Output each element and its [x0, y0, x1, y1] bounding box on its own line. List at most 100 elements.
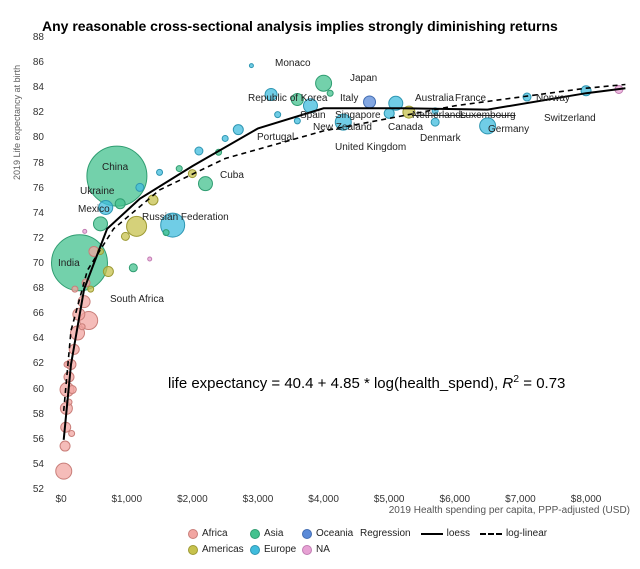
legend-loglinear-label: log-linear: [506, 528, 547, 539]
point-label: Netherlands: [412, 110, 466, 121]
x-tick-label: $7,000: [505, 494, 536, 505]
point-label: India: [58, 258, 80, 269]
data-point: [78, 296, 90, 308]
regression-formula: life expectancy = 40.4 + 4.85 * log(heal…: [168, 373, 565, 392]
legend-swatch: [250, 529, 260, 539]
data-point: [69, 431, 75, 437]
y-tick-label: 84: [20, 82, 44, 93]
point-label: Ukraine: [80, 186, 114, 197]
x-tick-label: $8,000: [571, 494, 602, 505]
data-point: [275, 112, 281, 118]
y-tick-label: 66: [20, 308, 44, 319]
scatter-plot: [0, 0, 640, 569]
data-point: [233, 125, 243, 135]
legend-swatch: [302, 545, 312, 555]
x-tick-label: $5,000: [374, 494, 405, 505]
legend-swatch: [250, 545, 260, 555]
loglinear-curve: [64, 85, 626, 411]
legend-item-na: NA: [302, 544, 330, 555]
legend-swatch: [302, 529, 312, 539]
data-point: [129, 264, 137, 272]
point-label: South Africa: [110, 294, 164, 305]
loglinear-swatch: [480, 533, 502, 535]
data-point: [121, 232, 129, 240]
data-point: [163, 230, 169, 236]
y-tick-label: 80: [20, 132, 44, 143]
point-label: Monaco: [275, 58, 311, 69]
point-label: Japan: [350, 73, 377, 84]
point-label: Singapore: [335, 110, 381, 121]
legend-label: Europe: [264, 544, 296, 555]
legend-label: Oceania: [316, 528, 353, 539]
data-point: [327, 90, 333, 96]
data-point: [316, 75, 332, 91]
legend-label: NA: [316, 544, 330, 555]
data-point: [72, 286, 78, 292]
x-tick-label: $0: [56, 494, 67, 505]
x-tick-label: $6,000: [440, 494, 471, 505]
data-point: [83, 229, 87, 233]
data-point: [157, 169, 163, 175]
data-point: [222, 135, 228, 141]
data-point: [384, 108, 394, 118]
point-label: New Zealand: [313, 122, 372, 133]
y-tick-label: 76: [20, 183, 44, 194]
legend-regression: Regression loess log-linear: [360, 528, 547, 539]
x-tick-label: $4,000: [308, 494, 339, 505]
x-tick-label: $1,000: [111, 494, 142, 505]
data-point: [87, 146, 147, 206]
data-point: [364, 96, 376, 108]
point-label: Australia: [415, 93, 454, 104]
legend-label: Asia: [264, 528, 283, 539]
legend-loess-label: loess: [447, 528, 470, 539]
point-label: Republic of Korea: [248, 93, 328, 104]
point-label: Russian Federation: [142, 212, 229, 223]
y-tick-label: 68: [20, 283, 44, 294]
legend-item-europe: Europe: [250, 544, 296, 555]
y-tick-label: 70: [20, 258, 44, 269]
point-label: Italy: [340, 93, 358, 104]
point-label: Canada: [388, 122, 423, 133]
legend-swatch: [188, 529, 198, 539]
data-point: [60, 441, 70, 451]
data-point: [136, 183, 144, 191]
y-tick-label: 74: [20, 208, 44, 219]
data-point: [249, 64, 253, 68]
loess-swatch: [421, 533, 443, 535]
legend-label: Americas: [202, 544, 244, 555]
point-label: Luxembourg: [460, 110, 516, 121]
y-tick-label: 52: [20, 484, 44, 495]
legend-item-asia: Asia: [250, 528, 283, 539]
data-point: [64, 361, 70, 367]
legend-label: Africa: [202, 528, 228, 539]
y-tick-label: 56: [20, 434, 44, 445]
point-label: France: [455, 93, 486, 104]
point-label: Denmark: [420, 133, 461, 144]
x-tick-label: $2,000: [177, 494, 208, 505]
y-tick-label: 64: [20, 333, 44, 344]
point-label: Spain: [300, 110, 326, 121]
y-tick-label: 60: [20, 384, 44, 395]
data-point: [88, 286, 94, 292]
y-tick-label: 58: [20, 409, 44, 420]
x-tick-label: $3,000: [243, 494, 274, 505]
y-tick-label: 88: [20, 32, 44, 43]
point-label: Cuba: [220, 170, 244, 181]
point-label: United Kingdom: [335, 142, 406, 153]
data-point: [79, 324, 85, 330]
legend-item-africa: Africa: [188, 528, 228, 539]
y-tick-label: 78: [20, 158, 44, 169]
data-point: [195, 147, 203, 155]
data-point: [103, 267, 113, 277]
y-tick-label: 54: [20, 459, 44, 470]
data-point: [115, 199, 125, 209]
y-tick-label: 86: [20, 57, 44, 68]
point-label: Portugal: [257, 132, 294, 143]
data-point: [176, 166, 182, 172]
y-tick-label: 82: [20, 107, 44, 118]
legend-item-americas: Americas: [188, 544, 244, 555]
y-tick-label: 62: [20, 358, 44, 369]
point-label: China: [102, 162, 128, 173]
point-label: Germany: [488, 124, 529, 135]
data-point: [93, 217, 107, 231]
